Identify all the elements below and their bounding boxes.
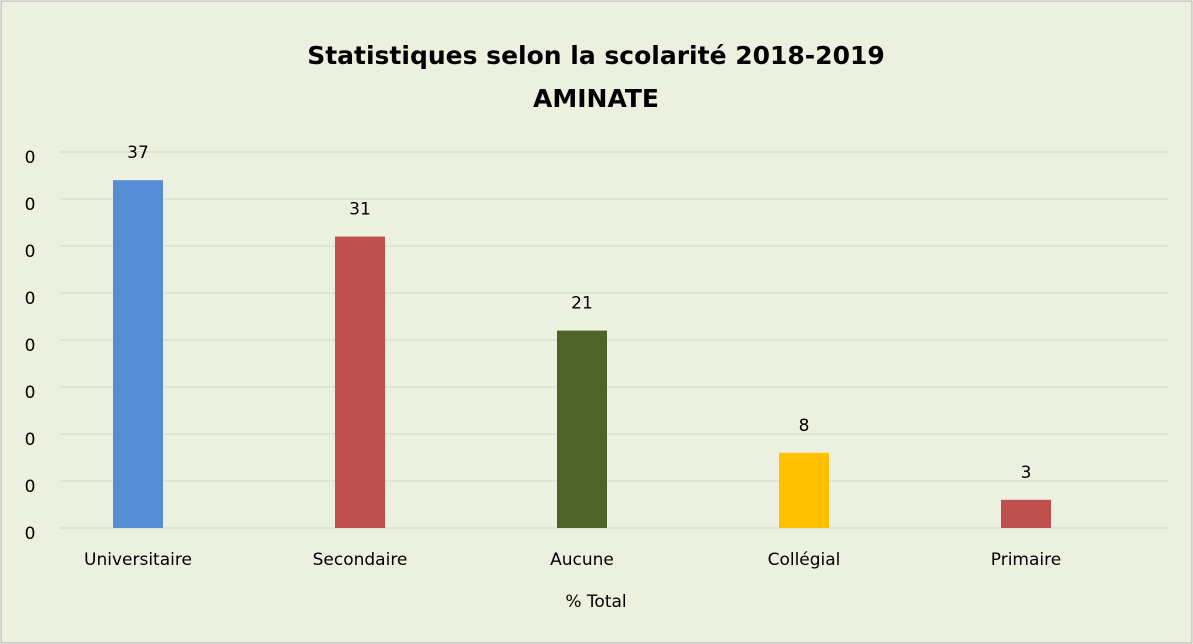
y-tick-label: 0 [25, 524, 36, 544]
bar [779, 452, 829, 528]
bar [113, 180, 163, 528]
data-label: 37 [127, 143, 149, 163]
y-tick-label: 0 [25, 477, 36, 497]
x-tick-label: Aucune [550, 550, 614, 570]
chart-title: Statistiques selon la scolarité 2018-201… [307, 41, 885, 70]
y-tick-label: 0 [25, 383, 36, 403]
x-tick-label: Collégial [768, 550, 841, 570]
y-tick-label: 0 [25, 289, 36, 309]
bar [335, 236, 385, 528]
y-tick-label: 0 [25, 242, 36, 262]
y-tick-label: 0 [25, 430, 36, 450]
x-tick-label: Universitaire [84, 550, 192, 570]
chart-title: AMINATE [533, 84, 659, 113]
data-label: 21 [571, 294, 593, 314]
y-tick-label: 0 [25, 336, 36, 356]
y-tick-label: 0 [25, 148, 36, 168]
bar [557, 330, 607, 528]
y-tick-label: 0 [25, 195, 36, 215]
data-label: 3 [1021, 463, 1032, 483]
bar [1001, 499, 1051, 528]
x-tick-label: Secondaire [313, 550, 408, 570]
x-axis-label: % Total [565, 592, 626, 612]
data-label: 8 [799, 416, 810, 436]
x-tick-label: Primaire [991, 550, 1061, 570]
data-label: 31 [349, 200, 371, 220]
